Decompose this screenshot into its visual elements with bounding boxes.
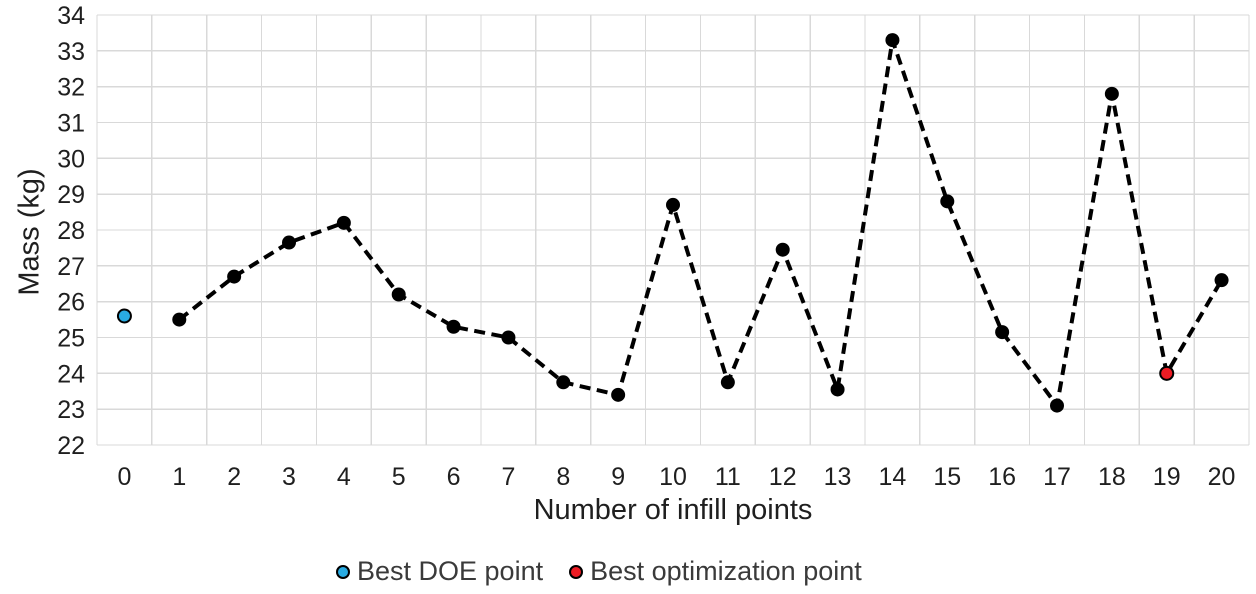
series-line [178, 39, 1224, 411]
x-tick-label: 10 [659, 463, 687, 491]
legend-item-best-doe: Best DOE point [336, 556, 543, 587]
y-tick-label: 29 [57, 181, 85, 209]
data-point [172, 312, 187, 327]
x-tick-label: 8 [556, 463, 570, 491]
data-point [282, 235, 296, 250]
legend-label-best-optimization: Best optimization point [590, 556, 862, 586]
y-tick-label: 23 [57, 396, 85, 424]
x-tick-label: 4 [337, 463, 351, 491]
y-tick-label: 25 [57, 325, 85, 353]
y-tick-label: 31 [57, 110, 85, 138]
y-tick-label: 28 [57, 217, 85, 245]
y-tick-label: 34 [57, 2, 85, 30]
data-point [501, 330, 516, 345]
data-point [336, 215, 351, 230]
data-point [556, 375, 571, 390]
data-point [1214, 273, 1229, 288]
x-tick-label: 14 [879, 463, 907, 491]
legend: Best DOE point Best optimization point [336, 556, 862, 587]
doe-point-marker-icon [336, 564, 350, 579]
y-tick-label: 22 [57, 432, 85, 460]
x-tick-label: 2 [227, 463, 241, 491]
data-point [666, 197, 680, 212]
x-tick-label: 9 [611, 463, 625, 491]
data-point [446, 319, 461, 334]
x-tick-label: 15 [933, 463, 961, 491]
x-tick-label: 16 [988, 463, 1016, 491]
data-point [391, 287, 406, 302]
data-point [830, 382, 845, 397]
y-tick-label: 26 [57, 289, 85, 317]
data-point [720, 375, 735, 390]
x-tick-label: 1 [172, 463, 186, 491]
y-tick-label: 33 [57, 38, 85, 66]
y-tick-label: 24 [57, 360, 85, 388]
y-axis-title: Mass (kg) [13, 168, 46, 296]
x-tick-label: 3 [282, 463, 296, 491]
data-point [940, 194, 955, 209]
data-point [611, 387, 626, 402]
x-tick-label: 17 [1043, 463, 1071, 491]
x-tick-label: 20 [1208, 463, 1236, 491]
y-tick-label: 30 [57, 145, 85, 173]
x-tick-label: 13 [824, 463, 852, 491]
best-doe-point [116, 308, 132, 324]
x-tick-label: 18 [1098, 463, 1126, 491]
x-axis-title: Number of infill points [533, 494, 813, 526]
x-tick-label: 11 [715, 463, 741, 491]
best-optimization-point [1159, 365, 1175, 381]
x-tick-label: 12 [769, 463, 797, 491]
data-point [1050, 398, 1064, 413]
x-tick-label: 0 [117, 463, 131, 491]
x-tick-label: 7 [501, 463, 515, 491]
legend-label-best-doe: Best DOE point [357, 556, 544, 586]
x-tick-label: 19 [1153, 463, 1181, 491]
data-point [995, 325, 1010, 340]
y-tick-label: 27 [57, 253, 85, 281]
optimization-point-marker-icon [569, 564, 584, 579]
data-point [1104, 86, 1119, 101]
data-point [775, 242, 790, 257]
y-tick-label: 32 [57, 74, 85, 102]
legend-item-best-optimization: Best optimization point [569, 556, 862, 587]
data-point [227, 269, 242, 284]
x-tick-label: 6 [447, 463, 461, 491]
x-tick-label: 5 [392, 463, 406, 491]
data-point [885, 33, 900, 48]
